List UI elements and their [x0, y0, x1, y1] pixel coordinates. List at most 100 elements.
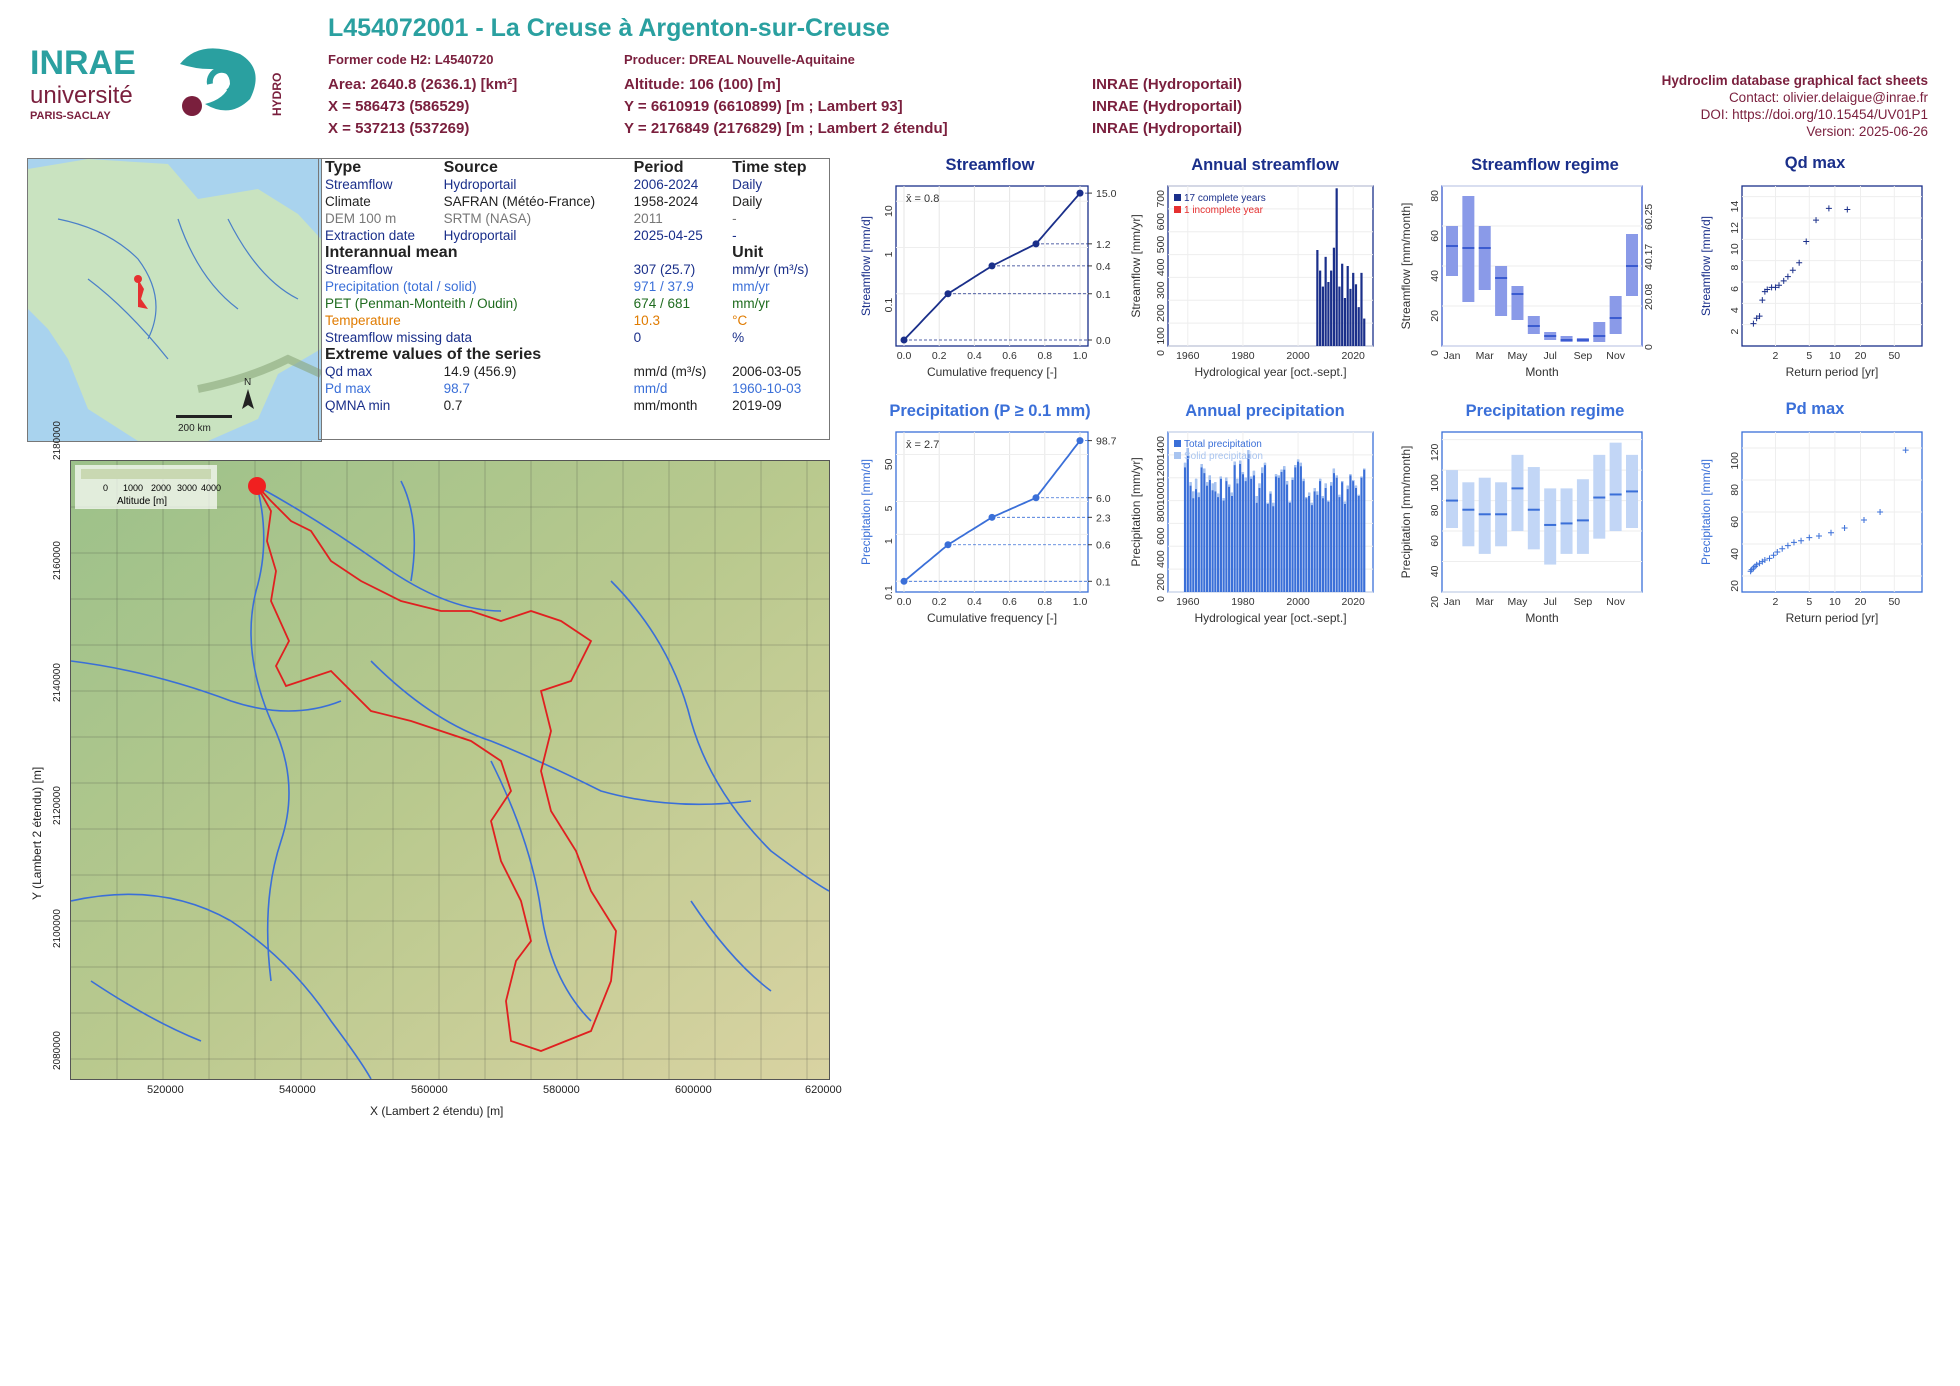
tick-label: 400 [1155, 550, 1167, 568]
chart-title-pd-max: Pd max [1785, 400, 1845, 418]
bar [1327, 282, 1330, 346]
bar-solid [1272, 502, 1275, 507]
bar [1341, 263, 1344, 346]
bar-solid [1186, 448, 1189, 456]
bar-solid [1225, 477, 1228, 482]
bar-solid [1321, 496, 1324, 499]
data-point [1790, 539, 1797, 546]
tick-label: 0.4 [1096, 261, 1111, 273]
bar-solid [1296, 459, 1300, 462]
bar-solid [1189, 482, 1192, 486]
legend-label: Solid precipitation [1184, 451, 1263, 462]
bar-solid [1307, 492, 1311, 496]
bar [1354, 284, 1358, 346]
bar-solid [1228, 484, 1231, 487]
bar-solid [1252, 470, 1256, 476]
data-point [1032, 494, 1040, 502]
tick-label: 0.0 [897, 596, 912, 608]
bar [1283, 466, 1286, 592]
cell: 1958-2024 [633, 194, 699, 209]
data-point [1844, 206, 1851, 213]
bar-solid [1233, 461, 1236, 466]
data-point [1798, 537, 1805, 544]
table-row: QMNA min 0.7 mm/month 2019-09 [319, 397, 829, 414]
tick-label: 2120000 [52, 786, 63, 825]
bar [1252, 470, 1256, 592]
former-code: Former code H2: L4540720 [328, 52, 494, 67]
db-title: Hydroclim database graphical fact sheets [1661, 73, 1928, 88]
cell: Qd max [325, 364, 373, 379]
data-point [1806, 534, 1813, 541]
tick-label: 20 [1729, 580, 1741, 592]
bar-solid [1346, 485, 1349, 490]
tick-label: 100 [1729, 452, 1741, 470]
tick-label: 540000 [279, 1084, 316, 1096]
cell: mm/d (m³/s) [633, 364, 707, 379]
x-lambert2: X = 537213 (537269) [328, 120, 470, 137]
bar [1277, 475, 1280, 592]
producer: Producer: DREAL Nouvelle-Aquitaine [624, 52, 855, 67]
bar-solid [1244, 477, 1247, 482]
table-row: Precipitation (total / solid) 971 / 37.9 m… [319, 278, 829, 295]
tick-label: May [1508, 596, 1529, 608]
data-point [1828, 529, 1835, 536]
tick-label: 50 [1888, 350, 1900, 362]
map-y-label: Y (Lambert 2 étendu) [m] [30, 766, 44, 900]
data-point [1780, 277, 1787, 284]
chart-title-precipitation-regime: Precipitation regime [1465, 402, 1625, 420]
bar-solid [1330, 482, 1333, 486]
tick-label: 0 [1155, 350, 1167, 356]
map-x-label: X (Lambert 2 étendu) [m] [370, 1104, 504, 1118]
tick-label: Nov [1606, 596, 1625, 608]
tick-label: Mar [1476, 350, 1495, 362]
bar [1266, 502, 1269, 592]
bar [1205, 482, 1209, 592]
bar [1236, 478, 1239, 592]
mean-label: x̄ = 0.8 [906, 193, 939, 205]
bar-solid [1324, 483, 1327, 488]
bar-solid [1269, 491, 1272, 494]
axis-label: Streamflow [mm/yr] [1129, 214, 1143, 317]
bar-solid [1288, 501, 1291, 503]
bar-solid [1341, 481, 1344, 483]
cell: - [732, 228, 737, 243]
y-lambert93: Y = 6610919 (6610899) [m ; Lambert 93] [624, 98, 903, 115]
svg-text:4000: 4000 [201, 483, 221, 493]
data-point [1770, 552, 1777, 559]
tick-label: 2160000 [52, 541, 63, 580]
bar [1343, 298, 1347, 346]
tick-label: 14 [1729, 201, 1741, 213]
tick-label: 0.2 [932, 350, 947, 362]
bar [1310, 502, 1313, 592]
tick-label: 6.0 [1096, 493, 1111, 505]
legend-label: 1 incomplete year [1184, 205, 1264, 216]
box [1511, 286, 1524, 320]
bar [1296, 459, 1300, 592]
bar [1225, 477, 1228, 592]
cell: mm/d [633, 381, 668, 396]
bar [1255, 496, 1258, 592]
bar-solid [1349, 474, 1352, 476]
tick-label: 10 [1829, 596, 1841, 608]
cell: mm/yr [732, 279, 770, 294]
tick-label: 580000 [543, 1084, 580, 1096]
bar [1319, 270, 1322, 346]
france-locator-map: 200 km N [27, 158, 323, 442]
cell: Climate [325, 194, 371, 209]
mean-label: x̄ = 2.7 [906, 439, 939, 451]
doi-link[interactable]: DOI: https://doi.org/10.15454/UV01P1 [1700, 107, 1928, 122]
station-title: L454072001 - La Creuse à Argenton-sur-Cr… [328, 14, 890, 42]
box [1446, 226, 1458, 276]
cell: 0.7 [443, 398, 463, 413]
chart-precipitation: 0.0 0.2 0.4 0.6 0.8 1.0 0.1 1 5 50 98.7 6.0 2.3 0.6 0.… [859, 431, 1117, 625]
cell: Precipitation (total / solid) [325, 279, 477, 294]
map-y-ticks: 2080000 2100000 2120000 2140000 2160000 … [52, 421, 66, 1078]
tick-label: 2.3 [1096, 512, 1111, 524]
svg-text:3000: 3000 [177, 483, 197, 493]
data-point [1761, 557, 1768, 563]
tick-label: 0.1 [883, 585, 895, 600]
bar [1211, 483, 1214, 592]
table-row: Pd max 98.7 mm/d 1960-10-03 [319, 380, 829, 397]
data-point [1902, 447, 1909, 454]
